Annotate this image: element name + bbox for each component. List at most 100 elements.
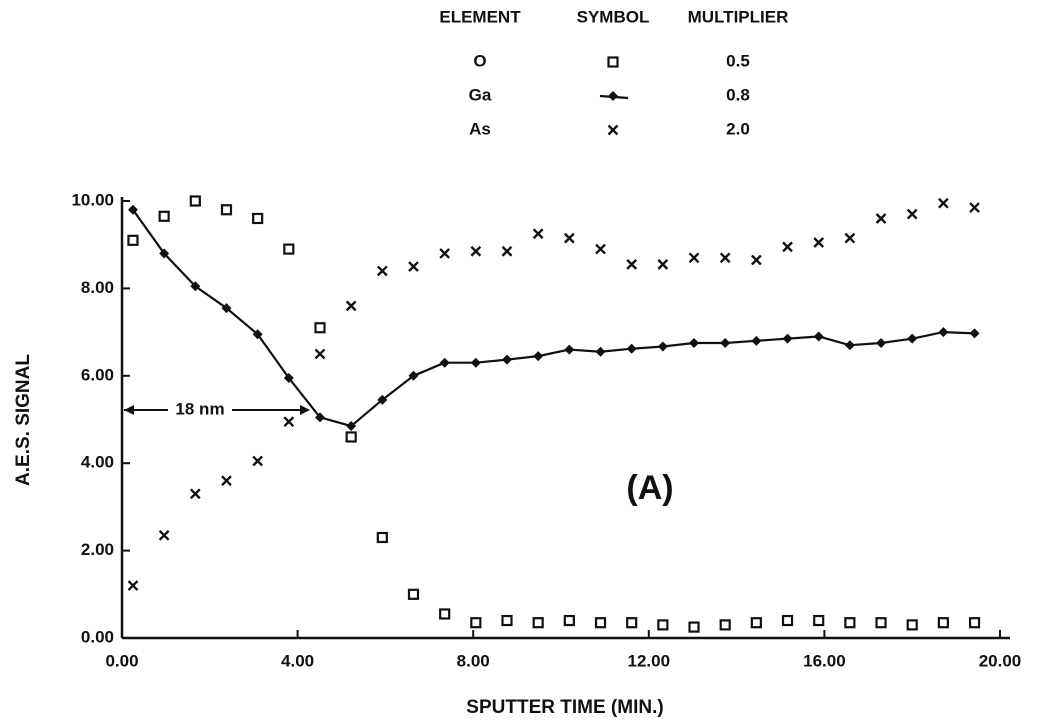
- legend-multiplier: 2.0: [726, 119, 750, 138]
- marker-diamond: [595, 346, 606, 357]
- marker-x: [607, 124, 619, 136]
- legend-header: ELEMENT: [439, 7, 521, 26]
- marker-diamond: [159, 248, 170, 259]
- marker-diamond: [470, 357, 481, 368]
- marker-square: [875, 617, 887, 629]
- marker-square: [594, 617, 607, 629]
- marker-x: [376, 265, 388, 277]
- x-tick-label: 4.00: [281, 651, 314, 670]
- marker-square: [407, 588, 420, 600]
- marker-x: [813, 237, 825, 248]
- marker-x: [751, 254, 762, 266]
- marker-x: [938, 197, 949, 209]
- marker-x: [283, 416, 295, 428]
- marker-diamond: [782, 333, 793, 344]
- marker-x: [532, 228, 544, 240]
- marker-x: [345, 300, 357, 312]
- marker-diamond: [377, 394, 388, 405]
- marker-diamond: [969, 328, 980, 339]
- marker-square: [283, 243, 295, 255]
- marker-diamond: [439, 357, 450, 368]
- panel-label: (A): [626, 469, 673, 507]
- marker-square: [750, 617, 762, 629]
- marker-square: [158, 210, 170, 222]
- marker-x: [782, 241, 793, 253]
- marker-square: [719, 619, 731, 631]
- marker-diamond: [938, 327, 949, 338]
- marker-x: [252, 455, 263, 467]
- marker-square: [439, 608, 451, 620]
- marker-square: [906, 619, 918, 631]
- marker-square: [252, 212, 264, 225]
- marker-x: [906, 208, 918, 220]
- marker-square: [813, 614, 825, 627]
- x-tick-label: 12.00: [628, 651, 671, 670]
- marker-x: [657, 259, 669, 270]
- legend-multiplier: 0.8: [726, 85, 750, 104]
- marker-diamond: [626, 343, 637, 354]
- legend-header: SYMBOL: [577, 7, 650, 26]
- y-tick-label: 6.00: [81, 365, 114, 384]
- marker-x: [688, 252, 700, 264]
- x-tick-label: 8.00: [457, 651, 490, 670]
- x-tick-label: 0.00: [105, 651, 138, 670]
- y-tick-label: 10.00: [71, 190, 114, 209]
- marker-square: [189, 195, 201, 207]
- marker-diamond: [252, 329, 263, 340]
- marker-diamond: [221, 303, 232, 314]
- marker-x: [470, 245, 482, 257]
- marker-square: [968, 617, 981, 629]
- marker-x: [501, 245, 513, 257]
- marker-square: [220, 204, 233, 216]
- marker-square: [314, 322, 326, 334]
- marker-square: [345, 431, 357, 443]
- marker-square: [626, 617, 638, 629]
- marker-x: [189, 488, 201, 500]
- marker-diamond: [346, 421, 357, 432]
- y-tick-label: 2.00: [81, 540, 114, 559]
- marker-x: [626, 259, 638, 270]
- y-axis-title: A.E.S. SIGNAL: [13, 354, 34, 486]
- marker-square: [688, 621, 700, 633]
- legend-element: As: [469, 119, 491, 138]
- marker-square: [937, 617, 949, 629]
- marker-square: [532, 617, 544, 629]
- marker-square: [376, 531, 388, 544]
- marker-square: [470, 617, 482, 629]
- marker-diamond: [533, 351, 544, 362]
- marker-diamond: [813, 331, 824, 342]
- annotation: 18 nm: [175, 399, 224, 418]
- marker-diamond: [907, 333, 918, 344]
- x-axis-title: SPUTTER TIME (MIN.): [466, 697, 663, 718]
- marker-x: [158, 529, 170, 541]
- marker-x: [408, 261, 419, 272]
- marker-x: [439, 248, 451, 259]
- marker-diamond: [502, 354, 513, 365]
- marker-diamond: [314, 412, 325, 423]
- marker-x: [314, 348, 326, 360]
- marker-square: [563, 614, 575, 627]
- marker-diamond: [844, 340, 855, 351]
- marker-x: [719, 252, 731, 264]
- marker-x: [595, 243, 606, 255]
- marker-diamond: [751, 335, 762, 346]
- x-tick-label: 20.00: [979, 651, 1022, 670]
- marker-diamond: [657, 341, 668, 352]
- marker-square: [844, 617, 856, 629]
- marker-square: [781, 614, 794, 627]
- legend-header: MULTIPLIER: [688, 7, 789, 26]
- legend-multiplier: 0.5: [726, 51, 750, 70]
- marker-diamond: [720, 338, 731, 349]
- legend-element: O: [473, 51, 486, 70]
- x-tick-label: 16.00: [803, 651, 846, 670]
- marker-diamond: [608, 91, 618, 101]
- marker-x: [875, 213, 887, 224]
- marker-x: [969, 202, 980, 213]
- y-tick-label: 8.00: [81, 278, 114, 297]
- marker-square: [607, 56, 619, 68]
- marker-diamond: [283, 372, 294, 383]
- marker-square: [127, 234, 139, 246]
- marker-diamond: [408, 370, 419, 381]
- marker-diamond: [876, 338, 887, 349]
